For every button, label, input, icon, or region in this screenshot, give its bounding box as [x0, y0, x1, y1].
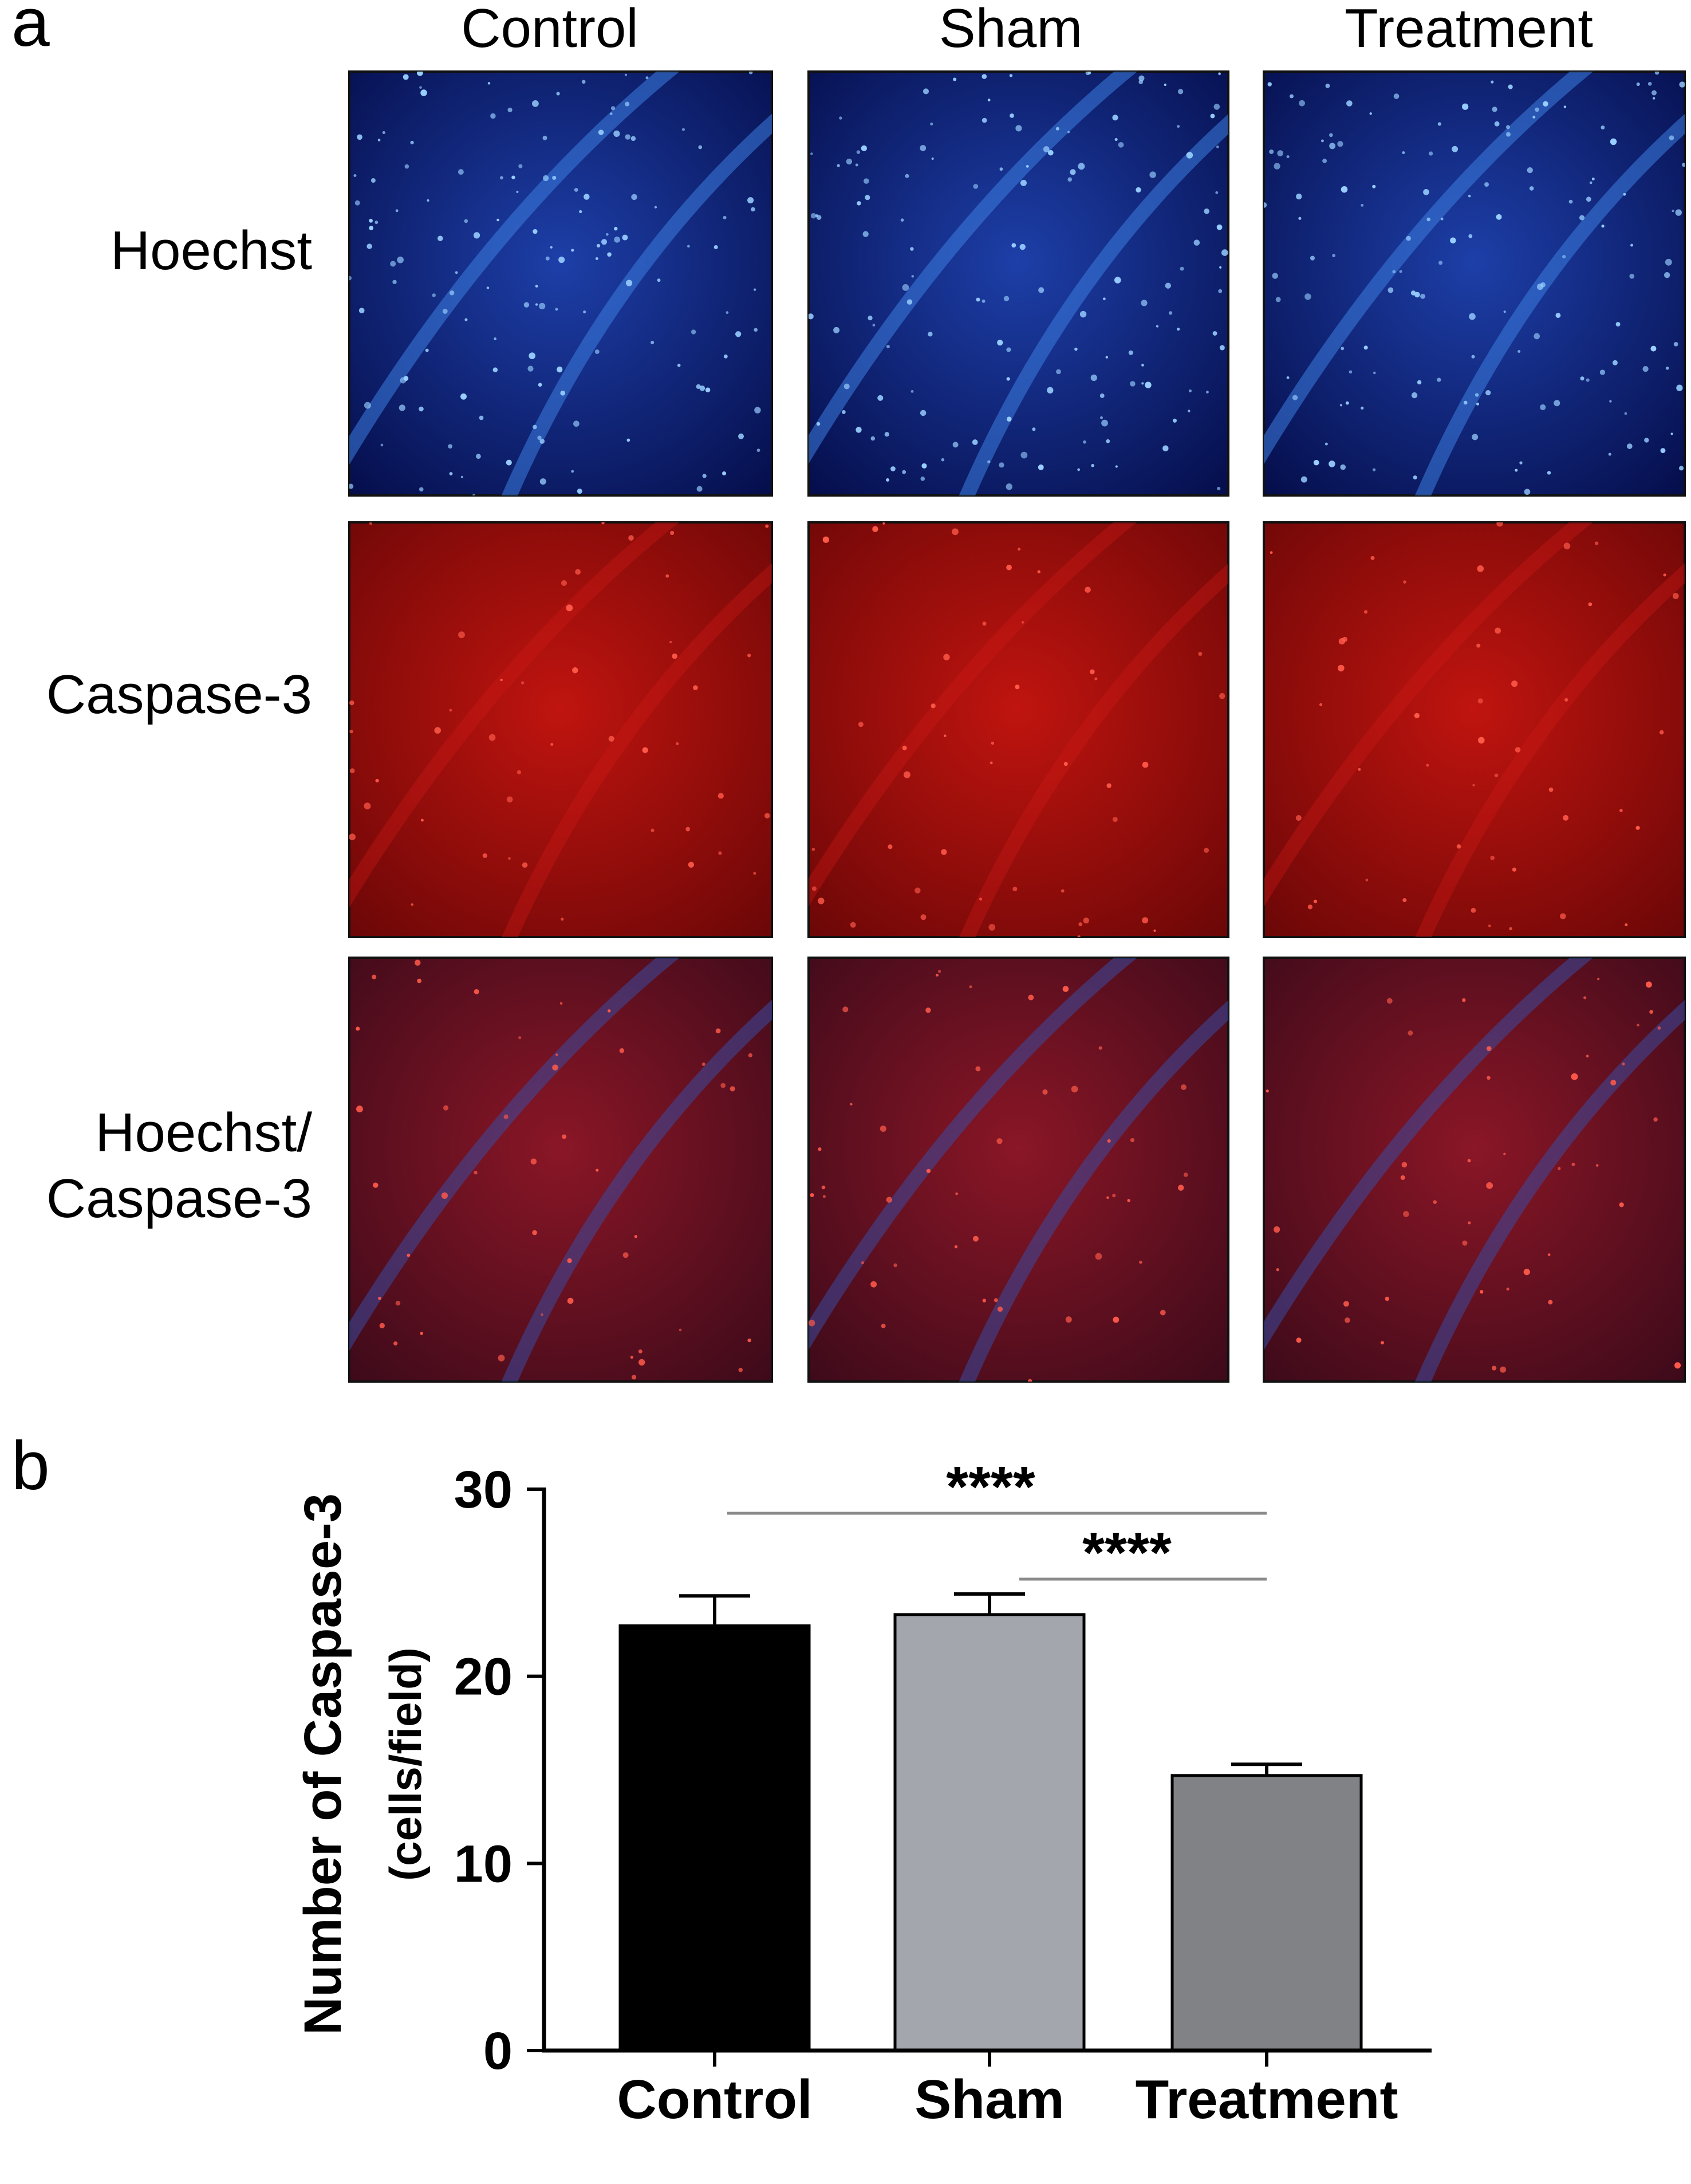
x-tick-label-treatment: Treatment [1136, 2069, 1398, 2130]
panel-a: a Control Sham Treatment HoechstCaspase-3H… [11, 0, 1686, 1383]
micrograph-caspase-3-control [348, 521, 773, 938]
significance-control-treatment: **** [946, 1455, 1035, 1519]
micrograph-hoechst-caspase-3-sham [807, 957, 1229, 1383]
y-tick-label-30: 30 [454, 1461, 513, 1519]
bar-sham [893, 1613, 1086, 2052]
bar-chart: Control Sham Treatment 0 10 20 30 **** **** [454, 1455, 1432, 2130]
x-tick-label-control: Control [617, 2069, 812, 2130]
micrograph-grid [348, 70, 1686, 1383]
row-header-hoechst-caspase-3-line2: Caspase-3 [46, 1168, 312, 1229]
bar-control [618, 1624, 811, 2052]
panel-a-letter: a [11, 0, 50, 61]
micrograph-hoechst-control [348, 70, 773, 497]
micrograph-hoechst-caspase-3-treatment [1263, 957, 1686, 1383]
y-tick-label-0: 0 [483, 2022, 513, 2080]
bar-treatment [1170, 1774, 1363, 2052]
row-header-hoechst: Hoechst [111, 220, 312, 281]
y-axis-label-line1: Number of Caspase-3 [294, 1493, 352, 2035]
micrograph-caspase-3-sham [807, 521, 1229, 938]
y-tick-label-20: 20 [454, 1648, 513, 1706]
column-header-control: Control [461, 0, 638, 59]
micrograph-hoechst-treatment [1263, 70, 1686, 497]
row-header-caspase-3: Caspase-3 [46, 664, 312, 725]
row-header-hoechst-caspase-3-line1: Hoechst/ [95, 1102, 312, 1163]
panel-b: b Number of Caspase-3 (cells/field) Cont… [11, 1427, 1432, 2130]
x-tick-label-sham: Sham [915, 2069, 1064, 2130]
y-tick-label-10: 10 [454, 1835, 513, 1893]
column-headers: Control Sham Treatment [461, 0, 1593, 59]
y-axis-label-line2: (cells/field) [380, 1647, 431, 1880]
y-axis-label: Number of Caspase-3 (cells/field) [294, 1493, 431, 2035]
column-header-sham: Sham [939, 0, 1083, 59]
micrograph-hoechst-caspase-3-control [348, 957, 773, 1383]
micrograph-caspase-3-treatment [1263, 521, 1686, 938]
column-header-treatment: Treatment [1345, 0, 1593, 59]
micrograph-hoechst-sham [807, 70, 1229, 497]
significance-sham-treatment: **** [1082, 1521, 1172, 1585]
panel-b-letter: b [11, 1427, 50, 1504]
